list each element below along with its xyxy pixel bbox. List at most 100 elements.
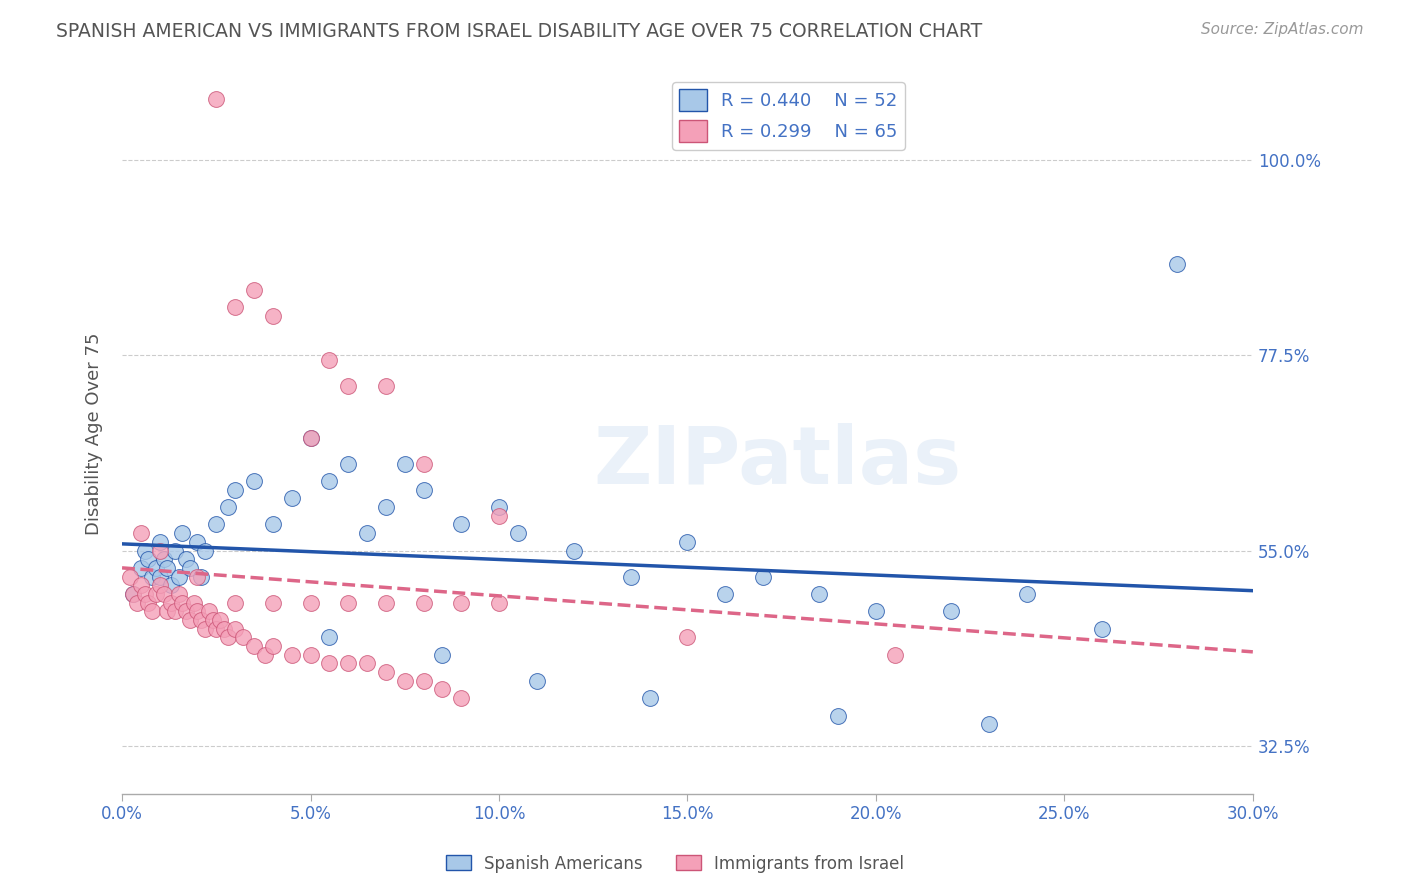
Point: [432, 682, 454, 697]
Point: [160, 596, 183, 610]
Point: [262, 309, 284, 323]
Point: [356, 657, 378, 671]
Point: [141, 569, 163, 583]
Text: Source: ZipAtlas.com: Source: ZipAtlas.com: [1201, 22, 1364, 37]
Point: [145, 561, 167, 575]
Point: [138, 596, 160, 610]
Point: [190, 613, 212, 627]
Point: [129, 561, 152, 575]
Point: [224, 483, 246, 497]
Point: [186, 604, 208, 618]
Point: [172, 526, 194, 541]
Point: [318, 352, 340, 367]
Text: ZIPatlas: ZIPatlas: [593, 423, 962, 501]
Point: [374, 596, 396, 610]
Point: [262, 596, 284, 610]
Point: [254, 648, 277, 662]
Point: [194, 622, 217, 636]
Point: [977, 717, 1000, 731]
Point: [488, 596, 510, 610]
Point: [205, 517, 228, 532]
Point: [174, 604, 197, 618]
Point: [149, 569, 172, 583]
Point: [714, 587, 737, 601]
Point: [129, 526, 152, 541]
Point: [318, 474, 340, 488]
Point: [163, 604, 186, 618]
Point: [299, 596, 322, 610]
Point: [337, 378, 360, 392]
Point: [299, 648, 322, 662]
Point: [129, 578, 152, 592]
Point: [186, 534, 208, 549]
Point: [205, 622, 228, 636]
Point: [941, 604, 963, 618]
Point: [145, 587, 167, 601]
Point: [134, 543, 156, 558]
Point: [205, 92, 228, 106]
Point: [122, 587, 145, 601]
Point: [1166, 257, 1188, 271]
Point: [149, 543, 172, 558]
Point: [262, 639, 284, 653]
Point: [280, 491, 302, 506]
Point: [432, 648, 454, 662]
Point: [167, 587, 190, 601]
Point: [374, 378, 396, 392]
Point: [808, 587, 831, 601]
Point: [152, 587, 174, 601]
Point: [506, 526, 529, 541]
Point: [122, 587, 145, 601]
Point: [179, 561, 201, 575]
Point: [865, 604, 887, 618]
Point: [149, 578, 172, 592]
Legend: Spanish Americans, Immigrants from Israel: Spanish Americans, Immigrants from Israe…: [439, 848, 911, 880]
Point: [138, 552, 160, 566]
Point: [194, 543, 217, 558]
Point: [1015, 587, 1038, 601]
Point: [752, 569, 775, 583]
Point: [374, 500, 396, 515]
Point: [134, 587, 156, 601]
Point: [356, 526, 378, 541]
Point: [127, 596, 149, 610]
Point: [280, 648, 302, 662]
Point: [1091, 622, 1114, 636]
Point: [141, 604, 163, 618]
Point: [638, 691, 661, 706]
Text: SPANISH AMERICAN VS IMMIGRANTS FROM ISRAEL DISABILITY AGE OVER 75 CORRELATION CH: SPANISH AMERICAN VS IMMIGRANTS FROM ISRA…: [56, 22, 983, 41]
Point: [299, 431, 322, 445]
Point: [262, 517, 284, 532]
Point: [179, 613, 201, 627]
Point: [183, 596, 205, 610]
Point: [209, 613, 232, 627]
Point: [149, 534, 172, 549]
Point: [224, 301, 246, 315]
Point: [190, 569, 212, 583]
Point: [488, 508, 510, 523]
Point: [412, 483, 434, 497]
Point: [217, 631, 239, 645]
Point: [174, 552, 197, 566]
Y-axis label: Disability Age Over 75: Disability Age Over 75: [86, 332, 103, 534]
Point: [156, 561, 179, 575]
Point: [676, 631, 699, 645]
Point: [118, 569, 141, 583]
Point: [412, 596, 434, 610]
Point: [201, 613, 224, 627]
Point: [167, 569, 190, 583]
Point: [243, 639, 266, 653]
Point: [620, 569, 643, 583]
Point: [299, 431, 322, 445]
Point: [212, 622, 235, 636]
Point: [412, 457, 434, 471]
Point: [450, 691, 472, 706]
Point: [172, 596, 194, 610]
Point: [318, 631, 340, 645]
Point: [526, 673, 548, 688]
Point: [564, 543, 586, 558]
Point: [412, 673, 434, 688]
Point: [394, 673, 416, 688]
Legend: R = 0.440    N = 52, R = 0.299    N = 65: R = 0.440 N = 52, R = 0.299 N = 65: [672, 82, 904, 150]
Point: [217, 500, 239, 515]
